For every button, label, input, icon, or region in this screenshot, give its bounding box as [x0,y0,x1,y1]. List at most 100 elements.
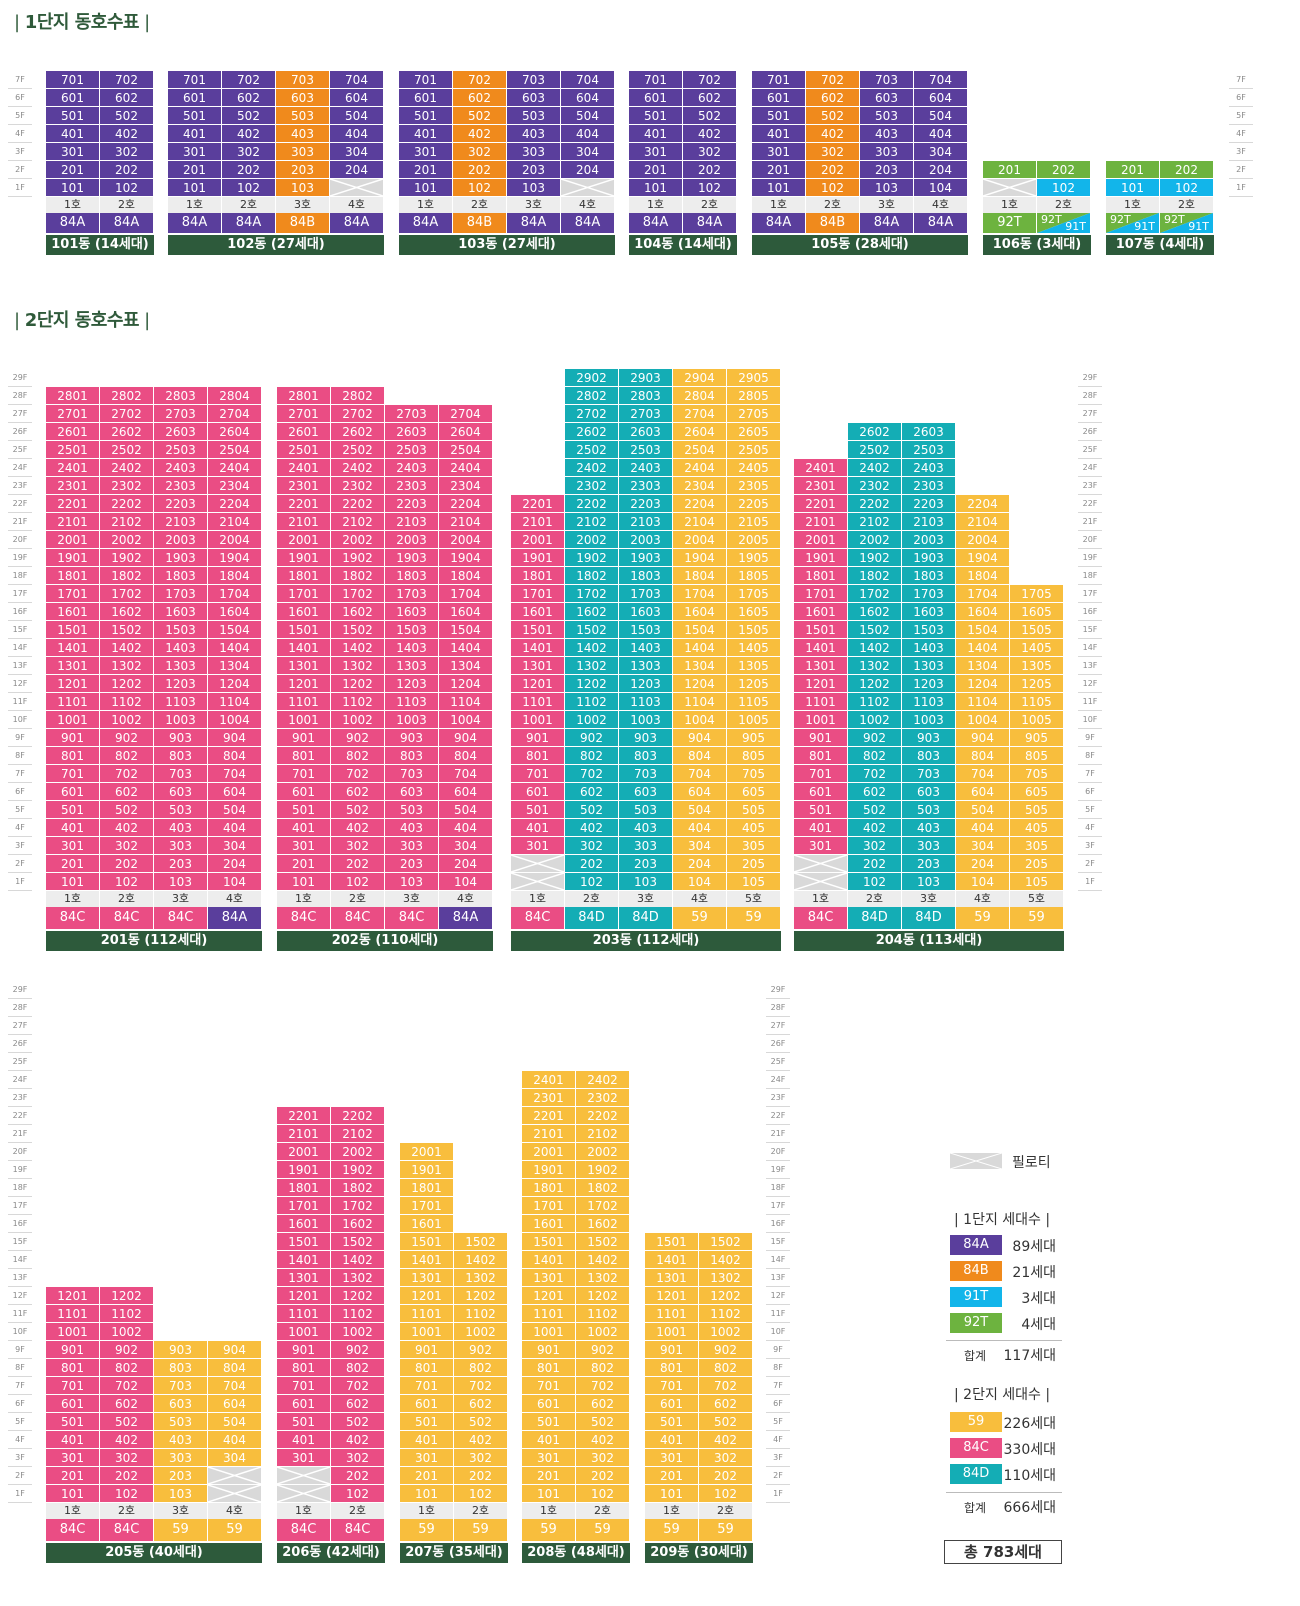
unit-cell: 104 [673,873,727,891]
unit-cell: 702 [453,71,507,89]
unit-cell: 602 [100,1395,154,1413]
ho-label: 1호 [46,197,100,213]
unit-cell: 1504 [439,621,493,639]
floor-label: 23F [1078,477,1102,495]
building-label: 101동 (14세대) [46,235,154,255]
unit-cell: 2101 [277,1125,331,1143]
unit-cell: 802 [331,747,385,765]
floor-label: 24F [766,1071,790,1089]
unit-cell: 1002 [848,711,902,729]
unit-cell: 1902 [331,549,385,567]
unit-cell: 2101 [277,513,331,531]
unit-cell: 502 [100,1413,154,1431]
unit-cell: 102 [222,179,276,197]
type-cell: 92T 91T [1160,213,1214,233]
unit-cell: 301 [522,1449,576,1467]
unit-cell: 902 [100,729,154,747]
building-label: 208동 (48세대) [522,1543,630,1563]
unit-cell: 2003 [902,531,956,549]
unit-cell: 2003 [619,531,673,549]
unit-cell: 304 [673,837,727,855]
floor-label: 1F [8,1485,32,1503]
type-cell: 59 [956,907,1010,929]
unit-cell: 1703 [154,585,208,603]
unit-cell: 602 [699,1395,753,1413]
unit-cell: 801 [46,1359,100,1377]
unit-cell: 1202 [699,1287,753,1305]
unit-cell: 201 [522,1467,576,1485]
unit-cell: 101 [522,1485,576,1503]
unit-cell: 502 [453,107,507,125]
unit-cell: 2101 [522,1125,576,1143]
unit-cell: 702 [848,765,902,783]
unit-cell: 304 [914,143,968,161]
unit-cell: 1405 [1010,639,1064,657]
unit-cell: 903 [154,729,208,747]
unit-cell: 2102 [100,513,154,531]
ho-label: 2호 [576,1503,630,1519]
legend-complex1-total-label: 합계 [964,1349,987,1363]
unit-cell: 602 [331,1395,385,1413]
unit-cell: 803 [902,747,956,765]
unit-cell: 1901 [400,1161,454,1179]
unit-cell: 1301 [400,1269,454,1287]
unit-cell: 902 [576,1341,630,1359]
floor-label: 18F [8,567,32,585]
unit-cell: 401 [168,125,222,143]
unit-cell: 604 [208,1395,262,1413]
unit-cell: 402 [565,819,619,837]
unit-cell: 1304 [673,657,727,675]
unit-cell: 601 [400,1395,454,1413]
unit-cell: 202 [331,855,385,873]
unit-cell: 2505 [727,441,781,459]
floor-label: 27F [766,1017,790,1035]
unit-cell: 504 [330,107,384,125]
ho-label: 3호 [385,891,439,907]
unit-cell: 1202 [100,675,154,693]
unit-cell: 202 [565,855,619,873]
unit-cell: 501 [522,1413,576,1431]
unit-cell: 2303 [902,477,956,495]
unit-cell: 1602 [100,603,154,621]
type-cell: 59 [400,1519,454,1541]
unit-cell: 1902 [100,549,154,567]
unit-cell: 2702 [100,405,154,423]
unit-cell: 901 [46,729,100,747]
floor-label: 18F [766,1179,790,1197]
unit-cell: 502 [683,107,737,125]
unit-cell: 304 [561,143,615,161]
ho-label: 1호 [522,1503,576,1519]
type-cell: 84C [100,907,154,929]
floor-label: 27F [8,405,32,423]
unit-cell: 303 [276,143,330,161]
unit-cell: 2002 [576,1143,630,1161]
unit-cell: 202 [100,1467,154,1485]
legend-complex2-total-label: 합계 [964,1501,987,1515]
unit-cell: 504 [914,107,968,125]
unit-cell: 204 [330,161,384,179]
legend-divider [946,1492,1062,1493]
unit-cell: 1202 [848,675,902,693]
ho-label: 2호 [453,197,507,213]
ho-label: 2호 [222,197,276,213]
unit-cell: 703 [860,71,914,89]
floor-label: 12F [8,675,32,693]
unit-cell: 2801 [46,387,100,405]
unit-cell: 302 [454,1449,508,1467]
unit-cell: 604 [561,89,615,107]
floor-label: 26F [8,423,32,441]
unit-cell: 402 [100,1431,154,1449]
unit-cell: 703 [385,765,439,783]
type-cell: 84A [683,213,737,233]
unit-cell: 702 [100,71,154,89]
unit-cell: 2603 [154,423,208,441]
unit-cell: 2401 [46,459,100,477]
unit-cell: 604 [673,783,727,801]
floor-label: 5F [8,107,32,125]
unit-cell: 2002 [848,531,902,549]
unit-cell: 2001 [46,531,100,549]
unit-cell: 2802 [100,387,154,405]
unit-cell: 405 [1010,819,1064,837]
unit-cell: 2302 [848,477,902,495]
unit-cell: 205 [727,855,781,873]
